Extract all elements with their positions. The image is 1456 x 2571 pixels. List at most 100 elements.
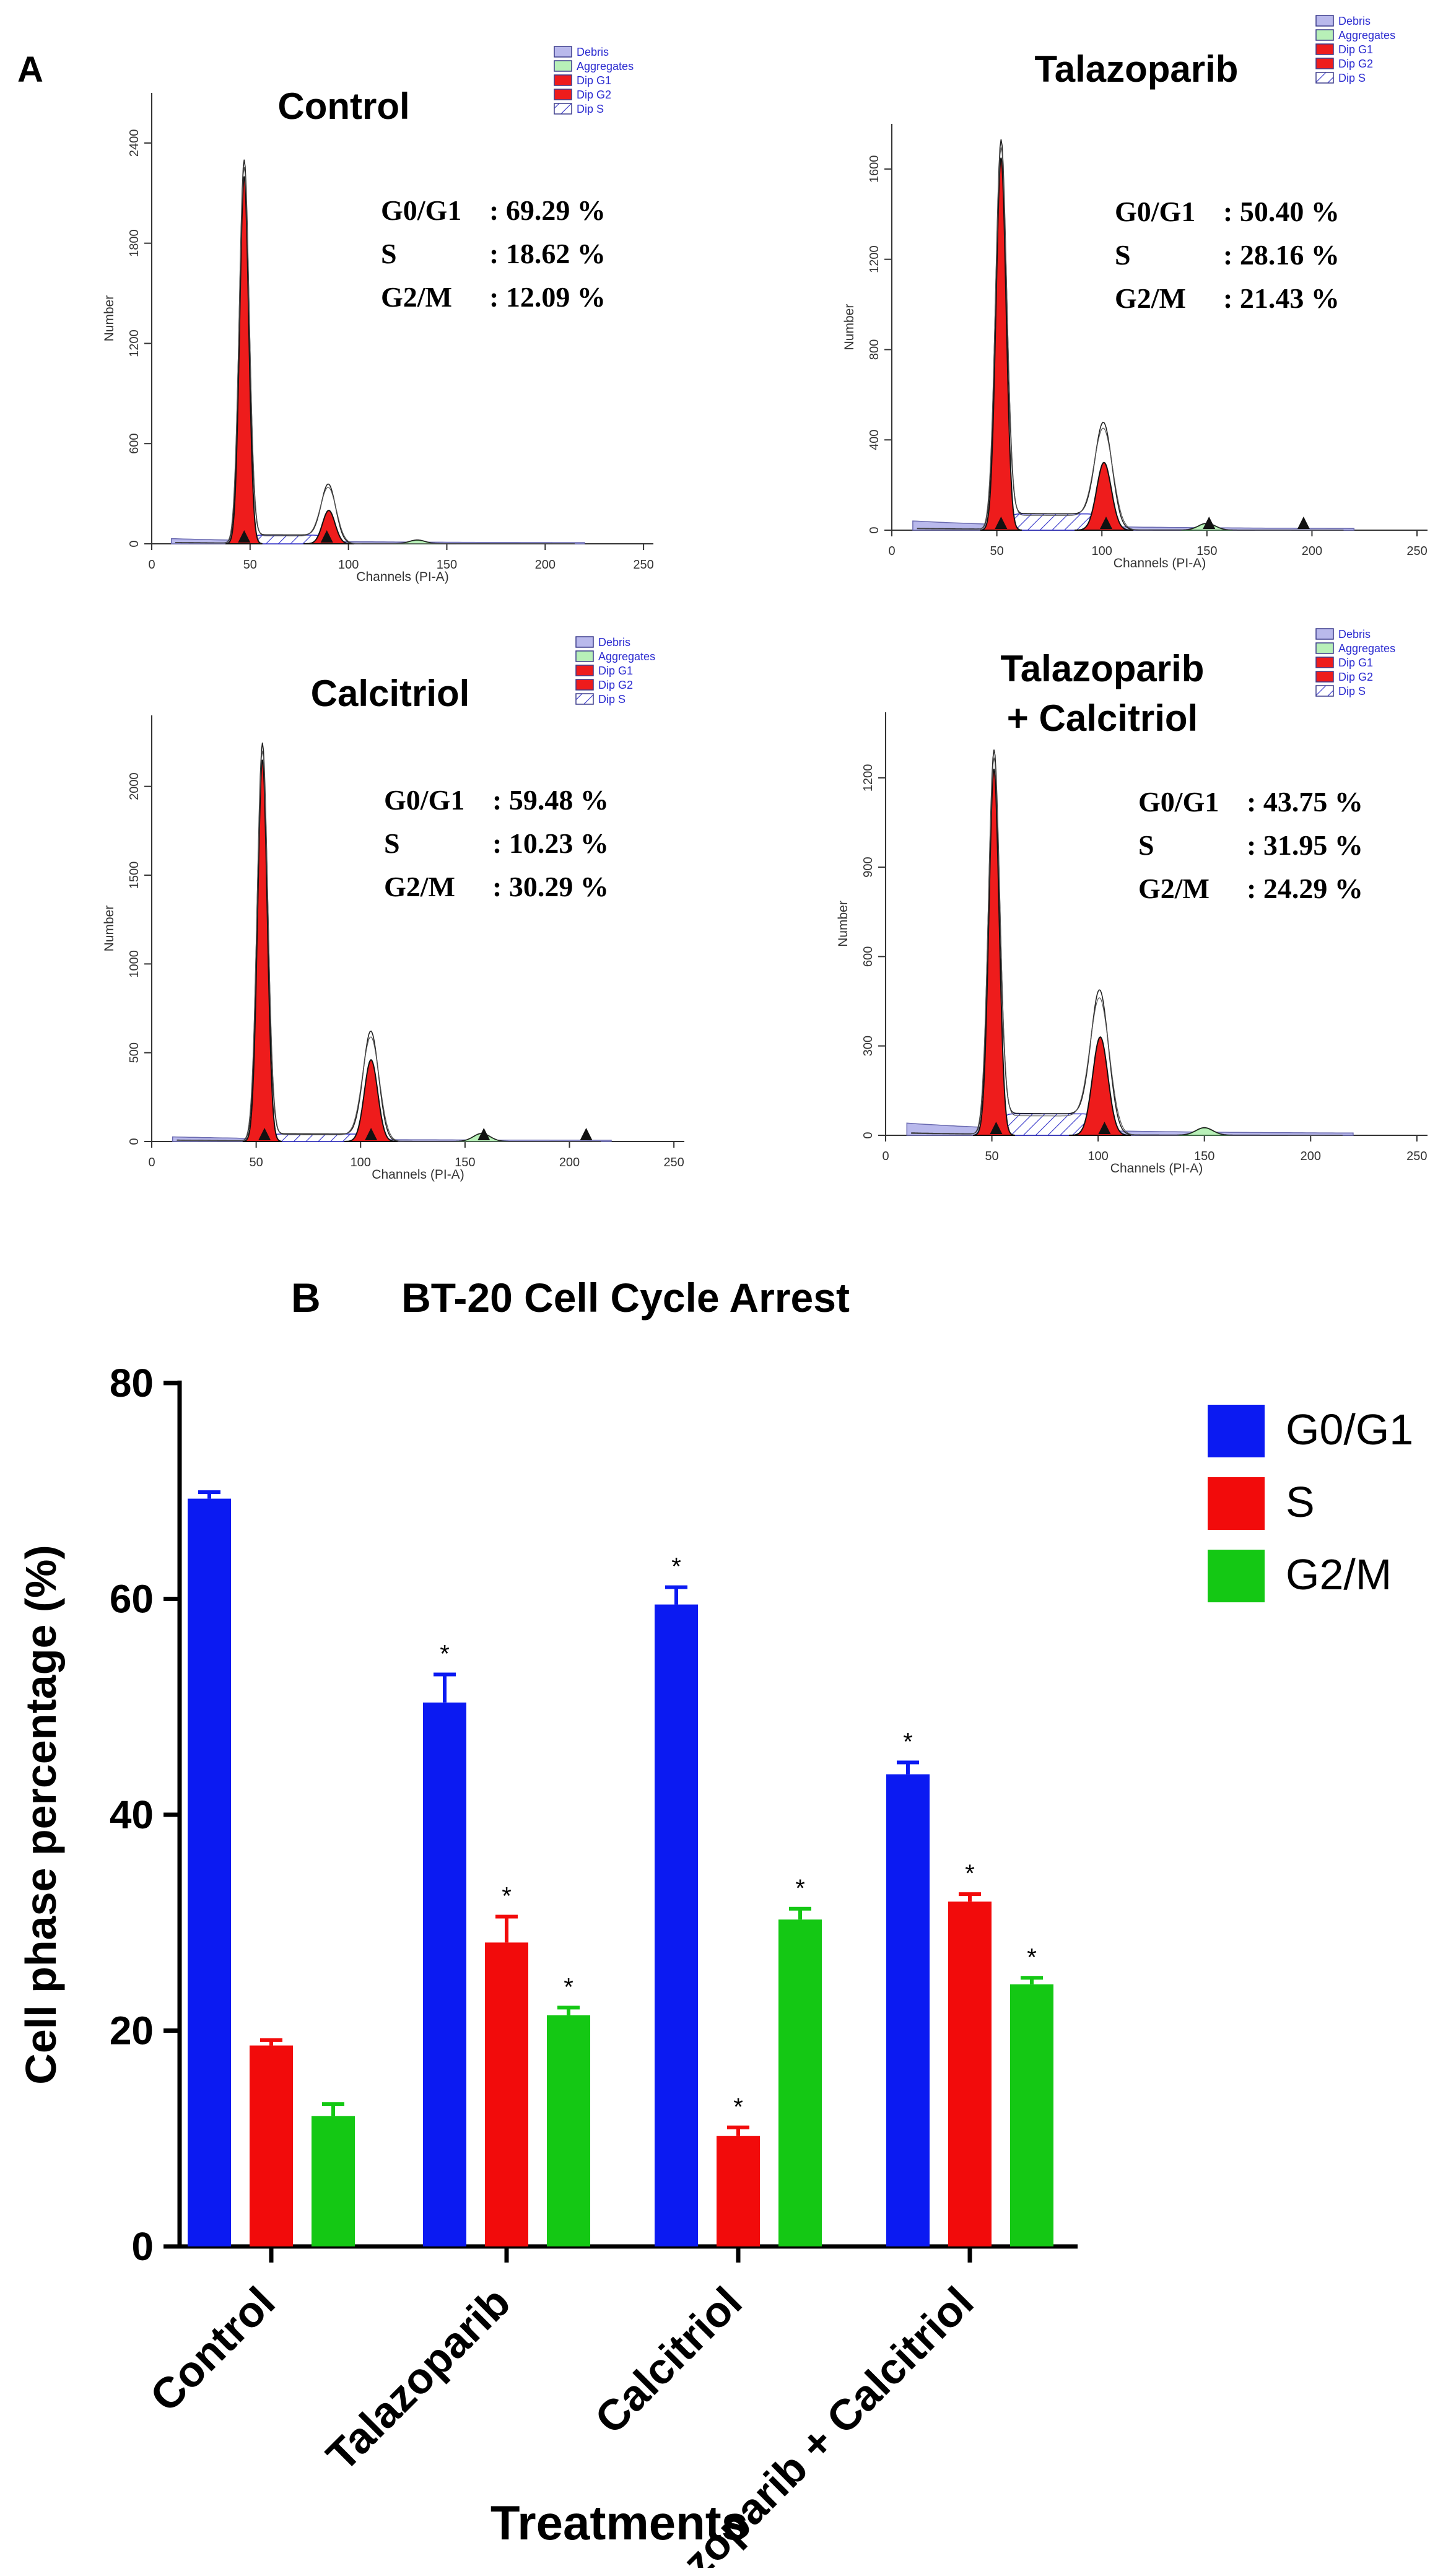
bar-g2m <box>312 2116 355 2246</box>
legend-swatch <box>1315 671 1334 683</box>
bar-legend: G0/G1 S G2/M <box>1208 1405 1413 1602</box>
significance-marker: * <box>1027 1944 1037 1971</box>
legend-swatch <box>575 636 594 648</box>
x-tick-label: 250 <box>1406 544 1427 558</box>
peak-marker <box>320 530 333 543</box>
stat-label: G0/G1 <box>1115 196 1195 227</box>
stat-label: S <box>384 827 400 859</box>
x-tick-label: 100 <box>338 558 359 572</box>
x-tick-label: Talazoparib <box>317 2277 520 2480</box>
model-trace <box>911 757 1343 1136</box>
bar-s <box>948 1901 992 2246</box>
histogram-legend: Debris Aggregates Dip G1 Dip G2 Dip S <box>1315 628 1395 697</box>
stat-value: : 30.29 % <box>492 871 609 902</box>
stat-value: : 31.95 % <box>1247 829 1363 861</box>
x-axis-label: Channels (PI-A) <box>1110 1161 1203 1176</box>
peak-marker <box>1100 517 1112 529</box>
g2-peak <box>1068 1036 1131 1136</box>
legend-swatch <box>554 74 572 86</box>
histogram-panel-3: 0 300 600 900 1200 0 50 100 150 200 250 Number Chann… <box>836 628 1428 1176</box>
stat-value: : 18.62 % <box>489 238 606 269</box>
significance-marker: * <box>502 1882 512 1910</box>
peak-marker <box>1297 517 1310 529</box>
legend-label: Debris <box>577 46 609 58</box>
bar-g0g1 <box>886 1774 930 2246</box>
x-tick-label: 200 <box>535 558 556 572</box>
y-tick-label: 1200 <box>868 245 881 273</box>
legend-label: Dip S <box>1338 72 1366 84</box>
stat-label: G0/G1 <box>381 194 461 226</box>
y-tick-label: 80 <box>110 1361 154 1405</box>
legend-label: Dip G1 <box>1338 657 1373 669</box>
bar-g2m <box>778 1919 822 2246</box>
g2-peak <box>1075 461 1134 531</box>
legend-label: Dip G2 <box>1338 58 1373 70</box>
legend-label: Dip G2 <box>1338 671 1373 683</box>
histogram-title: Control <box>277 85 409 127</box>
legend-label: G0/G1 <box>1286 1405 1413 1454</box>
significance-marker: * <box>965 1860 975 1887</box>
legend-swatch <box>1315 628 1334 640</box>
legend-label: Dip S <box>577 103 604 115</box>
legend-label: Dip G2 <box>577 89 611 101</box>
g1-peak <box>225 176 263 544</box>
stat-label: G2/M <box>381 281 452 313</box>
legend-label: Dip G1 <box>577 74 611 87</box>
legend-label: Dip G2 <box>598 679 633 691</box>
bar-s <box>717 2136 760 2246</box>
stat-value: : 69.29 % <box>489 194 606 226</box>
legend-label: Debris <box>598 636 630 648</box>
peak-marker <box>477 1128 490 1140</box>
x-tick-label: 50 <box>985 1150 998 1163</box>
bar-s <box>485 1942 528 2246</box>
y-tick-label: 0 <box>131 2224 154 2269</box>
bar-g2m <box>547 2015 590 2246</box>
significance-marker: * <box>795 1875 805 1902</box>
peak-marker <box>365 1128 378 1140</box>
histogram-legend: Debris Aggregates Dip G1 Dip G2 Dip S <box>554 46 634 115</box>
legend-swatch <box>554 89 572 100</box>
y-tick-label: 40 <box>110 1792 154 1837</box>
legend-label: Debris <box>1338 628 1371 640</box>
histogram-legend: Debris Aggregates Dip G1 Dip G2 Dip S <box>1315 15 1395 84</box>
x-axis-label: Channels (PI-A) <box>1114 556 1206 570</box>
significance-marker: * <box>440 1640 450 1667</box>
stat-label: S <box>1138 829 1154 861</box>
stat-value: : 24.29 % <box>1247 873 1363 904</box>
g1-peak <box>972 769 1016 1136</box>
x-axis-label: Treatments <box>490 2495 748 2550</box>
y-tick-label: 600 <box>128 434 141 454</box>
x-tick-label: 0 <box>148 1156 155 1169</box>
x-tick-label: 50 <box>250 1156 263 1169</box>
y-tick-label: 400 <box>868 430 881 450</box>
y-tick-label: 1000 <box>128 950 141 978</box>
peak-marker <box>580 1128 593 1140</box>
significance-marker: * <box>903 1728 913 1755</box>
stat-value: : 21.43 % <box>1223 282 1340 314</box>
y-tick-label: 20 <box>110 2009 154 2053</box>
model-trace <box>175 167 575 544</box>
y-tick-label: 2000 <box>128 772 141 800</box>
stat-value: : 28.16 % <box>1223 239 1340 271</box>
x-tick-label: 50 <box>990 544 1003 558</box>
legend-label: Aggregates <box>598 650 655 663</box>
legend-swatch <box>575 679 594 691</box>
legend-label: G2/M <box>1286 1550 1392 1599</box>
histogram-title: + Calcitriol <box>1007 697 1198 739</box>
y-tick-label: 800 <box>868 339 881 360</box>
x-tick-label: 100 <box>1088 1150 1108 1163</box>
y-tick-label: 900 <box>861 857 875 877</box>
panel-b-label: B <box>291 1275 321 1320</box>
stat-label: G2/M <box>384 871 455 902</box>
legend-swatch <box>554 46 572 58</box>
legend-label: S <box>1286 1478 1315 1526</box>
y-tick-label: 0 <box>861 1132 875 1138</box>
legend-swatch <box>1315 72 1334 84</box>
x-tick-label: 150 <box>1194 1150 1214 1163</box>
x-tick-label: 0 <box>888 544 895 558</box>
chart-title: BT-20 Cell Cycle Arrest <box>401 1275 850 1320</box>
legend-swatch <box>1315 29 1334 41</box>
stat-value: : 12.09 % <box>489 281 606 313</box>
